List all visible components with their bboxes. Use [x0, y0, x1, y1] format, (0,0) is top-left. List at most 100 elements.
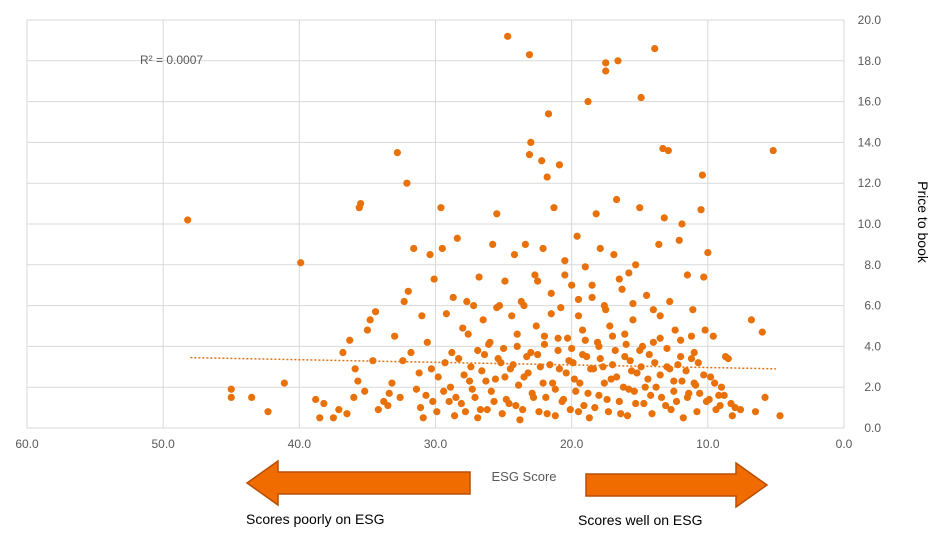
data-point: [542, 393, 550, 401]
data-point: [637, 93, 645, 102]
data-points: [184, 32, 784, 424]
data-point: [751, 408, 760, 416]
data-point: [450, 412, 459, 420]
data-point: [720, 391, 728, 399]
data-point: [595, 342, 603, 350]
data-point: [433, 408, 441, 416]
data-point: [470, 302, 478, 310]
data-point: [649, 338, 657, 346]
data-point: [588, 293, 596, 302]
data-point: [227, 393, 235, 401]
data-point: [446, 383, 455, 391]
data-point: [629, 316, 637, 324]
data-point: [476, 406, 485, 414]
data-point: [678, 377, 686, 385]
data-point: [585, 414, 593, 422]
data-point: [625, 385, 633, 393]
data-point: [453, 234, 461, 242]
data-point: [649, 306, 657, 314]
data-point: [419, 414, 427, 422]
data-point: [696, 389, 704, 397]
data-point: [438, 244, 446, 253]
data-point: [520, 302, 528, 310]
data-point: [403, 179, 411, 187]
data-point: [617, 410, 625, 418]
data-point: [426, 251, 434, 259]
data-point: [615, 397, 623, 406]
data-point: [430, 275, 438, 283]
data-point: [715, 391, 723, 399]
data-point: [568, 344, 576, 353]
data-point: [339, 348, 347, 357]
data-point: [717, 383, 726, 391]
data-point: [664, 146, 672, 155]
data-point: [621, 330, 629, 338]
data-point: [675, 236, 683, 244]
data-point: [384, 401, 392, 410]
data-point: [694, 359, 702, 367]
data-point: [422, 391, 430, 399]
data-point: [501, 277, 509, 285]
data-point: [716, 401, 724, 410]
data-point: [644, 375, 652, 383]
data-point: [410, 244, 418, 253]
data-point: [449, 293, 457, 302]
data-point: [596, 355, 604, 363]
arrow-left-icon: [245, 459, 471, 507]
data-point: [690, 348, 698, 357]
y-tick-label: 18.0: [858, 54, 882, 68]
data-point: [554, 334, 562, 342]
data-point: [557, 304, 565, 312]
data-point: [698, 171, 706, 179]
data-point: [642, 291, 651, 299]
data-point: [280, 379, 288, 387]
data-point: [701, 326, 709, 334]
data-point: [709, 332, 717, 340]
data-point: [611, 346, 619, 355]
data-point: [561, 257, 569, 265]
data-point: [527, 138, 535, 146]
data-point: [660, 214, 668, 222]
data-point: [513, 342, 521, 350]
data-point: [663, 344, 671, 353]
data-point: [584, 389, 592, 397]
data-point: [629, 299, 637, 308]
data-point: [595, 391, 603, 399]
data-point: [761, 393, 769, 401]
data-point: [501, 373, 509, 381]
data-point: [562, 369, 570, 377]
y-axis-title: Price to book: [915, 181, 931, 264]
x-tick-label: 0.0: [836, 437, 853, 451]
data-point: [445, 397, 453, 406]
x-tick-label: 30.0: [424, 437, 448, 451]
data-point: [540, 340, 549, 348]
data-point: [508, 312, 516, 320]
data-point: [736, 406, 745, 414]
data-point: [423, 338, 431, 346]
data-point: [393, 149, 401, 157]
data-point: [645, 350, 653, 359]
data-point: [578, 326, 587, 334]
data-point: [655, 240, 663, 248]
data-point: [621, 353, 629, 361]
data-point: [566, 406, 574, 414]
data-point: [312, 395, 320, 404]
data-point: [747, 316, 756, 324]
data-point: [516, 416, 524, 424]
data-point: [769, 146, 777, 155]
data-point: [493, 210, 501, 218]
data-point: [691, 381, 700, 389]
data-point: [442, 310, 450, 318]
data-point: [662, 401, 670, 410]
data-point: [475, 273, 483, 281]
data-point: [316, 414, 324, 422]
x-tick-label: 60.0: [15, 437, 39, 451]
x-tick-label: 10.0: [696, 437, 720, 451]
data-point: [705, 395, 713, 404]
y-tick-label: 6.0: [864, 299, 881, 313]
data-point: [534, 277, 542, 285]
data-point: [369, 357, 377, 365]
data-point: [527, 348, 535, 357]
x-tick-label: 40.0: [288, 437, 312, 451]
